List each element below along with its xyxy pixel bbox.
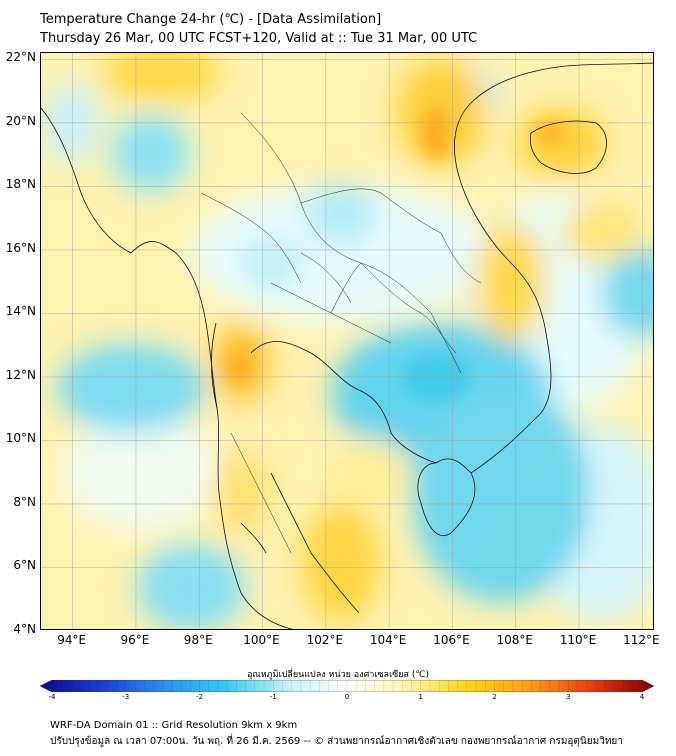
lon-label: 104°E: [369, 633, 407, 647]
colorbar-tick-label: 1: [418, 693, 423, 701]
anomaly-field: [41, 53, 653, 629]
lat-label: 4°N: [13, 622, 36, 636]
lat-label: 16°N: [5, 240, 36, 255]
map-title: Temperature Change 24-hr (℃) - [Data Ass…: [40, 12, 382, 27]
lon-label: 100°E: [243, 633, 280, 647]
colorbar-tick-label: -2: [196, 693, 203, 701]
lon-label: 98°E: [183, 633, 213, 647]
lon-label: 94°E: [57, 633, 87, 647]
colorbar-tick-label: -4: [48, 693, 56, 701]
lon-label: 112°E: [623, 633, 660, 647]
temperature-field-map: [41, 53, 653, 629]
lat-lon-grid: [41, 53, 653, 629]
footer-model-info: WRF-DA Domain 01 :: Grid Resolution 9km …: [50, 720, 298, 731]
admin-borders: [200, 112, 482, 554]
lat-label: 20°N: [5, 113, 36, 128]
lat-label: 18°N: [5, 177, 36, 192]
colorbar-tick-label: -1: [269, 693, 277, 701]
lat-label: 14°N: [5, 304, 36, 319]
lon-label: 96°E: [120, 633, 150, 647]
footer-credit: ปรับปรุงข้อมูล ณ เวลา 07:00น. วัน พฤ. ที…: [50, 736, 623, 747]
lon-label: 106°E: [433, 633, 470, 647]
lat-label: 12°N: [5, 367, 36, 382]
map-panel: [40, 52, 654, 630]
lat-label: 22°N: [5, 50, 36, 65]
lon-label: 102°E: [306, 633, 344, 647]
colorbar-gradient: [40, 680, 654, 692]
colorbar-tick-label: 0: [344, 693, 350, 701]
colorbar-tick-label: 4: [639, 693, 645, 701]
lon-label: 108°E: [496, 633, 533, 647]
coastlines: [41, 62, 653, 629]
lat-label: 10°N: [5, 431, 36, 446]
colorbar-title: อุณหภูมิเปลี่ยนแปลง หน่วย องศาเซลเซียส (…: [246, 670, 430, 680]
colorbar-tick-label: 3: [566, 693, 571, 701]
colorbar-tick-label: 2: [492, 693, 497, 701]
lat-label: 8°N: [13, 494, 36, 509]
map-subtitle: Thursday 26 Mar, 00 UTC FCST+120, Valid …: [40, 31, 478, 46]
lat-label: 6°N: [13, 558, 36, 573]
colorbar: [40, 680, 654, 692]
lon-label: 110°E: [559, 633, 597, 647]
colorbar-tick-label: -3: [122, 693, 130, 701]
